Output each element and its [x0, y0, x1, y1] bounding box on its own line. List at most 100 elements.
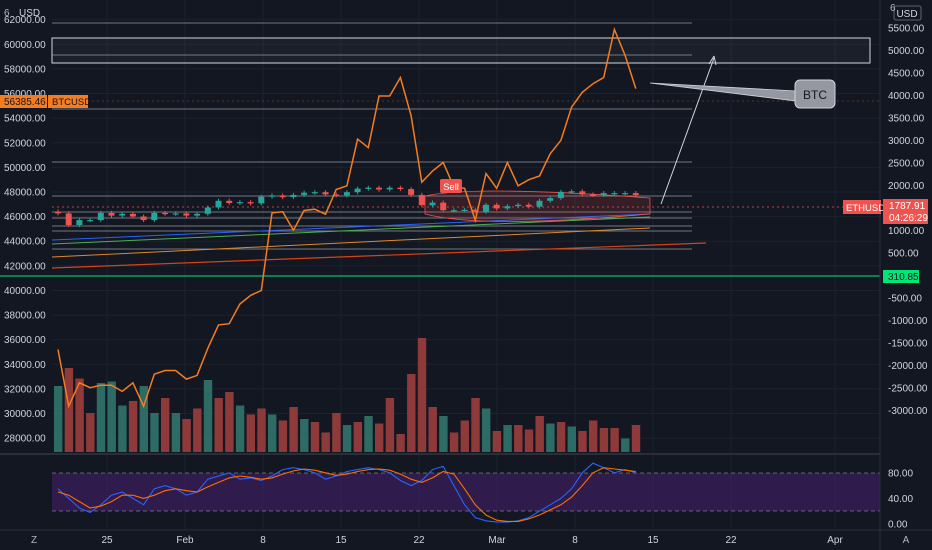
volume-bar	[610, 428, 619, 452]
time-tick-label: 25	[101, 535, 113, 546]
volume-bar	[524, 429, 534, 452]
btc-symbol-bg	[48, 95, 88, 108]
candle-body	[322, 192, 329, 195]
candle-body	[55, 211, 61, 214]
btc-symbol-value: BTCUSD	[52, 97, 91, 108]
volume-bar	[235, 405, 245, 452]
trendline-green[interactable]	[51, 216, 651, 245]
time-tick-label: 8	[260, 535, 266, 546]
time-tick-label: Mar	[488, 535, 506, 546]
btc-callout-text: BTC	[803, 88, 827, 102]
volume-bar	[107, 381, 116, 452]
volume-bar	[439, 416, 448, 452]
left-tick-label: 32000.00	[4, 384, 46, 395]
left-currency-label: USD	[19, 8, 40, 19]
volume-bar	[332, 413, 341, 452]
projection-arrow[interactable]	[660, 55, 717, 205]
right-tick-label: 1000.00	[888, 226, 925, 237]
candle-body	[536, 200, 543, 207]
candle-body	[311, 192, 318, 194]
volume-bar	[150, 413, 159, 452]
right-currency-label: USD	[896, 9, 917, 20]
right-tick-label: 500.00	[888, 248, 919, 259]
trendline-orange[interactable]	[51, 227, 651, 258]
left-tick-label: 34000.00	[4, 360, 46, 371]
btc-price-tag: 56385.46 BTCUSD	[0, 95, 91, 108]
right-tick-label: 5000.00	[888, 46, 925, 57]
volume-bar	[599, 428, 609, 452]
candle-body	[547, 198, 554, 201]
time-tick-label: 15	[647, 535, 659, 546]
candle-body	[365, 187, 372, 189]
candle-body	[493, 204, 500, 209]
time-axis-left-corner[interactable]: Z	[31, 535, 37, 546]
volume-bar	[118, 405, 127, 452]
candle-body	[247, 202, 254, 204]
candle-body	[397, 187, 404, 189]
left-tick-label: 56000.00	[4, 89, 46, 100]
time-tick-label: 8	[572, 535, 578, 546]
left-tick-label: 30000.00	[4, 409, 46, 420]
resistance-box[interactable]	[51, 37, 871, 64]
volume-bar	[268, 414, 277, 452]
volume-bar	[300, 419, 309, 452]
volume-bar	[128, 401, 138, 452]
volume-bar	[556, 422, 566, 452]
volume-bars	[54, 338, 641, 452]
volume-bar	[631, 425, 641, 452]
sell-label-bg	[440, 179, 462, 193]
volume-bar	[417, 338, 427, 452]
candle-body	[418, 194, 425, 206]
right-tick-label: 2500.00	[888, 159, 925, 170]
projection-arrow-head	[708, 55, 717, 66]
volume-bar	[96, 383, 106, 452]
right-tick-label: 3500.00	[888, 114, 925, 125]
volume-bar	[375, 423, 384, 452]
trendline-red[interactable]	[51, 242, 707, 269]
candle-body	[290, 194, 297, 198]
volume-bar	[546, 423, 555, 452]
time-tick-label: 22	[413, 535, 425, 546]
volume-bar	[567, 426, 576, 452]
trendline-blue[interactable]	[51, 213, 651, 241]
left-tick-label: 42000.00	[4, 261, 46, 272]
right-axis-clip: 6	[890, 3, 896, 14]
projection-arrow-line	[660, 57, 715, 205]
volume-bar	[54, 386, 63, 452]
btc-callout[interactable]: BTC	[649, 79, 836, 109]
time-axis[interactable]: 25 Feb 8 15 22 Mar 8 15 22 Apr Z A	[31, 535, 910, 546]
stoch-band	[52, 473, 880, 511]
stoch-k-line	[57, 462, 636, 523]
candle-body	[568, 191, 575, 193]
candle-body	[590, 194, 596, 196]
left-tick-label: 46000.00	[4, 212, 46, 223]
volume-bar	[578, 431, 587, 452]
volume-bar	[203, 380, 213, 452]
volume-bar	[385, 398, 395, 452]
candle-body	[87, 220, 94, 222]
right-tick-label: -2000.00	[888, 361, 928, 372]
candle-body	[354, 188, 361, 193]
candle-body	[151, 212, 158, 221]
right-tick-label: -2500.00	[888, 383, 928, 394]
candle-body	[611, 193, 618, 195]
candle-body	[204, 207, 211, 214]
candle-body	[343, 192, 350, 196]
left-price-axis[interactable]: 62000.00 60000.00 58000.00 56000.00 54000.00…	[4, 15, 46, 444]
green-level-bg	[883, 270, 919, 283]
candle-body	[600, 193, 607, 195]
candle-body	[108, 212, 115, 216]
sell-signal[interactable]: Sell	[440, 179, 462, 193]
volume-bar	[182, 419, 191, 452]
time-axis-right-corner[interactable]: A	[903, 535, 910, 546]
left-tick-label: 36000.00	[4, 335, 46, 346]
candle-body	[140, 216, 147, 221]
eth-price-bg	[883, 199, 928, 224]
volume-bar	[428, 407, 437, 452]
volume-bar	[407, 374, 416, 452]
eth-price-value: 1787.91	[889, 201, 926, 212]
right-currency-box[interactable]	[893, 5, 922, 21]
volume-bar	[214, 398, 223, 452]
candle-body	[579, 191, 586, 195]
